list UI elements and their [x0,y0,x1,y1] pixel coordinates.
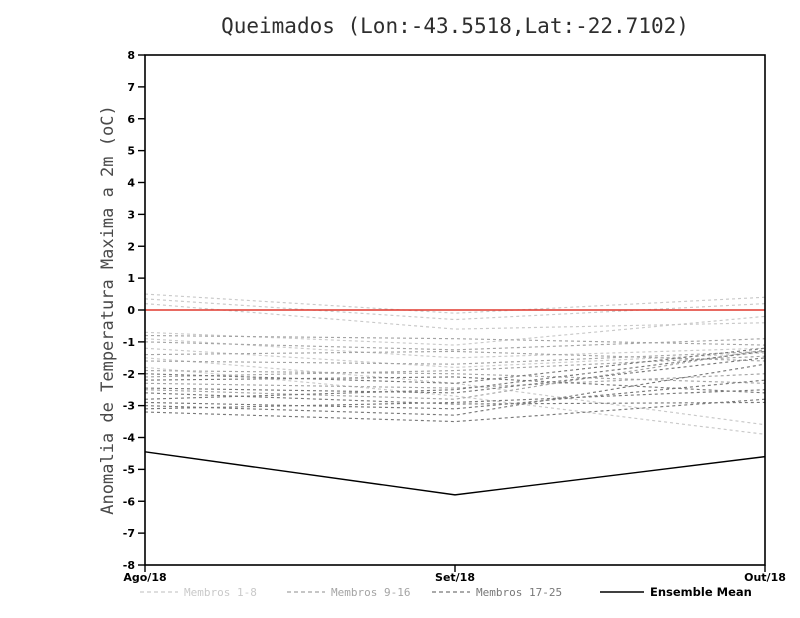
chart-title: Queimados (Lon:-43.5518,Lat:-22.7102) [221,14,689,38]
y-tick-label: -1 [123,336,135,349]
member-line-group3-2 [144,376,766,394]
y-tick-label: -8 [123,559,135,572]
legend-label-2: Membros 9-16 [331,586,410,599]
member-line-group2-1 [144,334,766,346]
y-tick-label: -4 [123,432,136,445]
member-line-group2-5 [144,369,766,384]
x-tick-label: Out/18 [744,571,786,584]
legend-label-1: Membros 1-8 [184,586,257,599]
x-tick-label: Set/18 [435,571,475,584]
legend-label-4: Ensemble Mean [650,585,752,599]
member-line-group3-7 [144,363,766,416]
y-tick-label: 0 [127,304,135,317]
member-line-group3-5 [144,350,766,400]
x-tick-label: Ago/18 [123,571,166,584]
member-line-group3-3 [144,357,766,394]
y-tick-label: 8 [127,49,135,62]
member-line-group3-4 [144,392,766,405]
ensemble-mean-line [144,451,766,496]
member-line-group1-5 [144,338,766,359]
y-tick-label: 3 [127,208,135,221]
member-line-group1-1 [144,293,766,314]
member-line-group2-7 [144,373,766,389]
y-tick-label: -3 [123,400,135,413]
y-tick-label: 7 [127,81,135,94]
y-tick-label: -7 [123,527,135,540]
member-line-group2-3 [144,350,766,362]
member-line-group3-8 [144,389,766,410]
y-tick-label: 4 [127,177,135,190]
member-line-group1-4 [144,315,766,346]
member-line-group1-8 [144,366,766,435]
y-tick-label: -5 [123,463,135,476]
member-line-group2-8 [144,349,766,400]
member-line-group2-6 [144,355,766,378]
member-line-group2-2 [144,338,766,351]
legend-label-3: Membros 17-25 [476,586,562,599]
member-line-group1-3 [144,303,766,330]
member-line-group3-1 [144,347,766,384]
member-line-group3-9 [144,398,766,423]
y-tick-label: -2 [123,368,135,381]
member-line-group1-2 [144,298,766,321]
member-line-group1-7 [144,357,766,426]
y-tick-label: 1 [127,272,135,285]
y-tick-label: 2 [127,240,135,253]
member-line-group2-4 [144,350,766,365]
y-tick-label: -6 [123,495,136,508]
y-tick-label: 5 [127,145,135,158]
member-line-group3-6 [144,379,766,410]
y-tick-label: 6 [127,113,135,126]
